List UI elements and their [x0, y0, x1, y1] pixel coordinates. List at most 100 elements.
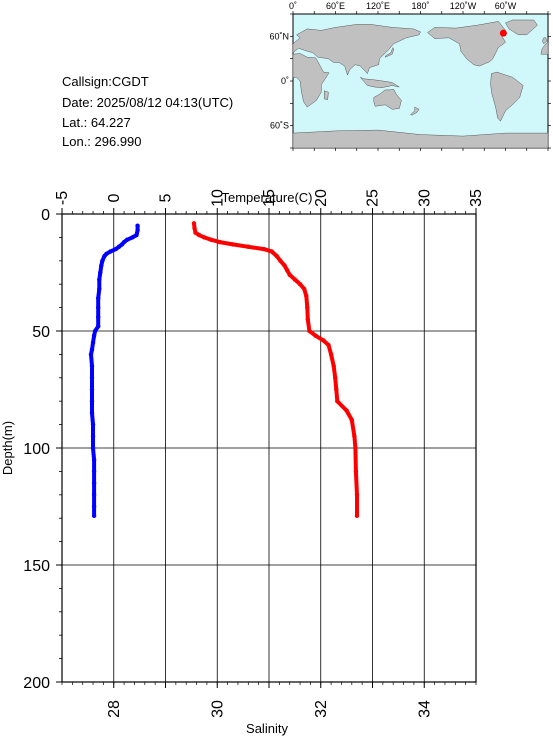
map-land-australia: [373, 88, 402, 110]
temperature-point: [89, 375, 95, 380]
temperature-point: [91, 492, 97, 497]
salinity-point: [334, 387, 339, 392]
temperature-point: [113, 246, 119, 252]
temperature-point: [90, 434, 96, 439]
temperature-point: [135, 228, 140, 233]
temperature-point: [88, 352, 94, 357]
map-land-europe-west: [540, 41, 549, 55]
salinity-point: [354, 492, 360, 497]
temperature-tick-label: 10: [209, 189, 226, 207]
salinity-point: [307, 328, 312, 334]
salinity-point: [326, 342, 331, 348]
salinity-point: [313, 333, 318, 338]
depth-tick-label: 100: [23, 441, 50, 458]
map-latitude-labels: 60˚N 0˚ 60˚S: [269, 31, 289, 130]
temperature-ticks: -5 0 5 10 15 20 25 30 35: [54, 189, 485, 214]
station-marker: [499, 29, 507, 37]
salinity-tick-label: 28: [106, 700, 123, 718]
map-longitude-label: 180˚: [411, 1, 429, 11]
map-land-africa: [292, 53, 330, 108]
salinity-point: [269, 249, 274, 254]
salinity-point: [192, 225, 197, 231]
salinity-tick-label: 32: [313, 700, 330, 718]
temperature-point: [91, 469, 97, 474]
temperature-tick-label: 25: [365, 189, 382, 207]
map-longitude-label: 0˚: [289, 1, 297, 11]
temperature-point: [90, 445, 96, 451]
salinity-point: [301, 286, 307, 292]
temperature-point: [89, 363, 95, 369]
salinity-point: [278, 258, 283, 263]
salinity-point: [282, 263, 287, 268]
temperature-point: [100, 258, 105, 263]
salinity-point: [287, 272, 292, 278]
temperature-point: [130, 235, 135, 240]
map-land-new-zealand: [410, 106, 420, 116]
map-land-japan: [384, 46, 394, 58]
temperature-point: [102, 253, 107, 259]
station-marker-dot: [499, 29, 507, 37]
temperature-point: [97, 286, 102, 292]
salinity-point: [202, 235, 207, 240]
salinity-point: [217, 239, 223, 245]
map-longitude-label: 120˚E: [366, 1, 390, 11]
salinity-point: [284, 267, 290, 273]
map-land: [292, 19, 549, 149]
temperature-point: [98, 270, 103, 275]
salinity-tick-label: 30: [209, 700, 226, 718]
salinity-point: [230, 242, 235, 247]
temperature-point: [134, 232, 139, 238]
salinity-point: [321, 338, 326, 343]
temperature-tick-label: 15: [261, 189, 278, 207]
map-land-north-america: [427, 21, 506, 67]
map-longitude-label: 120˚W: [450, 1, 477, 11]
depth-tick-label: 0: [41, 207, 50, 224]
temperature-point: [91, 333, 97, 338]
salinity-tick-label: 34: [416, 700, 433, 718]
map-longitude-labels: 0˚ 60˚E 120˚E 180˚ 120˚W 60˚W: [289, 1, 517, 11]
temperature-axis-label: Temperature(C): [221, 190, 312, 205]
map-land-uk: [542, 37, 547, 45]
map-longitude-label: 60˚E: [326, 1, 345, 11]
temperature-point: [91, 480, 97, 486]
temperature-tick-label: 35: [468, 189, 485, 207]
temperature-point: [89, 399, 95, 404]
temperature-point: [89, 410, 95, 416]
date-label: Date: 2025/08/12 04:13(UTC): [62, 95, 234, 110]
temperature-point: [96, 314, 101, 320]
temperature-point: [89, 387, 95, 392]
salinity-point: [304, 293, 309, 299]
salinity-point: [196, 232, 202, 238]
salinity-point: [208, 237, 214, 242]
map-land-south-america: [490, 71, 524, 122]
temperature-tick-label: 0: [106, 193, 123, 202]
grid-lines: [62, 214, 476, 682]
salinity-point: [352, 434, 357, 439]
temperature-point: [96, 324, 101, 329]
temperature-tick-label: -5: [54, 191, 71, 205]
temperature-point: [91, 504, 97, 509]
temperature-tick-label: 30: [416, 189, 433, 207]
salinity-point: [274, 253, 279, 259]
salinity-point: [335, 399, 340, 404]
salinity-point: [354, 513, 360, 519]
salinity-point: [193, 230, 198, 235]
salinity-point: [191, 221, 197, 226]
depth-axis-label: Depth(m): [0, 421, 15, 475]
depth-tick-label: 200: [23, 675, 50, 692]
map-latitude-label: 60˚S: [270, 121, 289, 131]
temperature-point: [91, 457, 97, 462]
temperature-point: [90, 422, 96, 427]
temperature-point: [125, 237, 130, 242]
temperature-point: [96, 305, 101, 310]
temperature-point: [91, 513, 97, 519]
temperature-point: [92, 328, 98, 334]
map-land-greenland: [505, 19, 538, 36]
salinity-point: [328, 352, 334, 357]
callsign-label: Callsign:CGDT: [62, 74, 149, 89]
salinity-point: [261, 246, 267, 252]
map-land-eurasia: [292, 24, 421, 76]
temperature-tick-label: 5: [158, 193, 175, 202]
salinity-axis-label: Salinity: [246, 721, 288, 736]
temperature-point: [90, 340, 96, 345]
